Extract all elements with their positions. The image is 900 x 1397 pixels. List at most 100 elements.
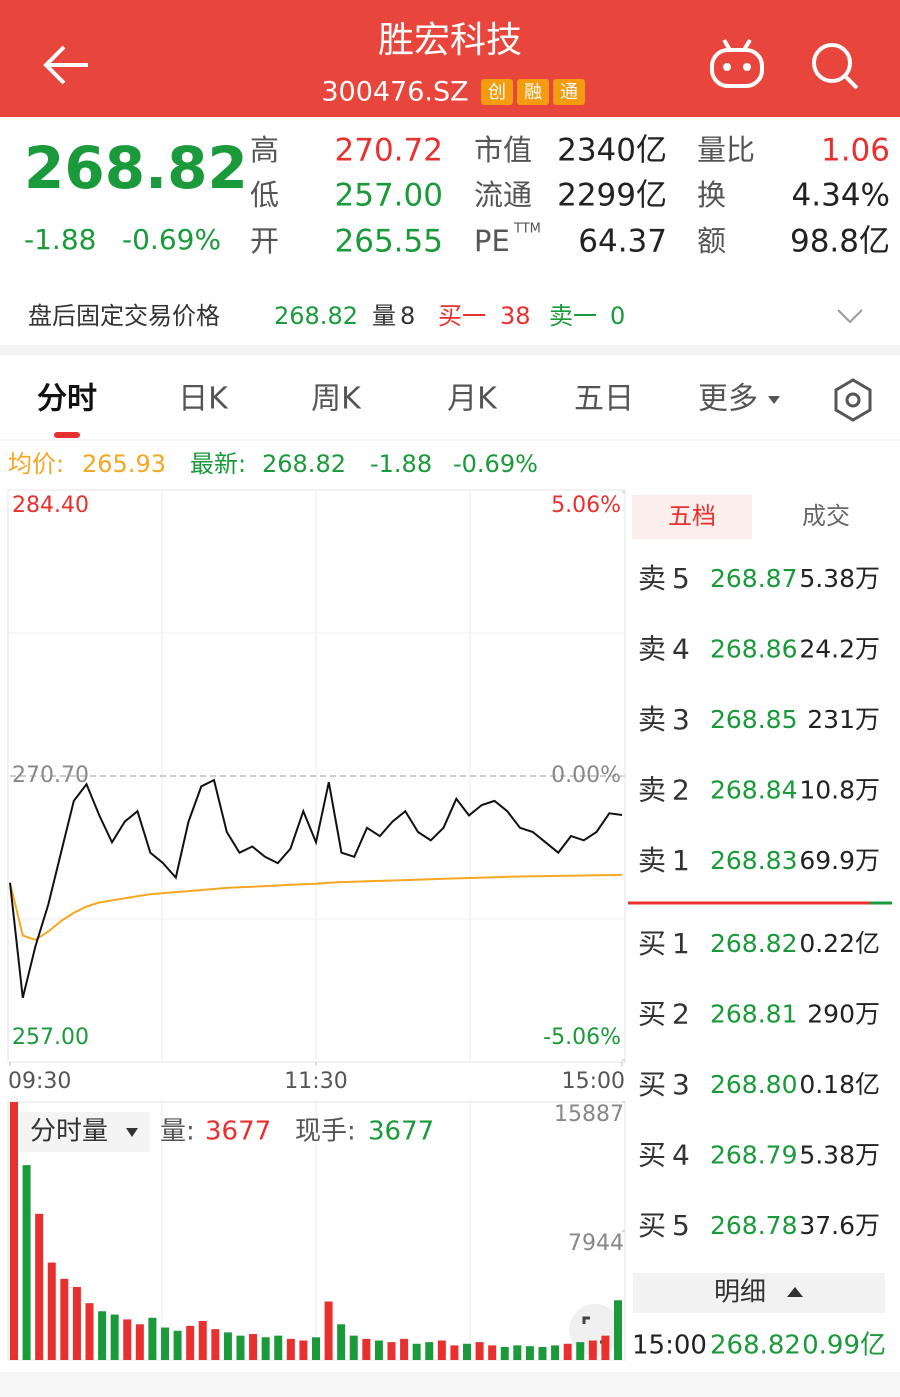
trade-amount: 0.99亿 (802, 1331, 886, 1361)
volume-bar (47, 1262, 56, 1360)
book-price: 268.80 (710, 1070, 797, 1099)
volume-bar (400, 1338, 409, 1360)
last-price: 268.82 (24, 134, 248, 202)
avg-price: 265.93 (82, 450, 166, 478)
settings-icon[interactable] (834, 378, 872, 422)
stat-label: 换 (697, 178, 726, 212)
settings-icon-center (845, 392, 861, 408)
volume-bar (148, 1317, 157, 1360)
book-amount: 10.8万 (799, 776, 880, 805)
legend-avg-label: 均价: (8, 450, 64, 478)
volume-bar (563, 1343, 572, 1360)
price-change: -1.88 (24, 223, 96, 256)
volume-bar (236, 1335, 245, 1360)
volume-bar (437, 1340, 446, 1360)
volume-bar (173, 1330, 182, 1360)
tab[interactable]: 更多 (698, 382, 758, 417)
book-price: 268.79 (710, 1141, 797, 1170)
volume-bar (186, 1325, 195, 1360)
book-label: 卖3 (638, 703, 696, 736)
stat-value: 1.06 (821, 133, 890, 169)
volume-bar (274, 1335, 283, 1360)
book-amount: 0.22亿 (799, 929, 880, 958)
y2-tick-label: -5.06% (543, 1025, 621, 1050)
order-tab[interactable]: 五档 (668, 502, 716, 530)
volume-bar (135, 1324, 144, 1360)
stat-label-sup: TTM (513, 222, 541, 237)
tab[interactable]: 日K (178, 382, 229, 417)
price-line (9, 778, 623, 999)
trade-price: 268.82 (710, 1331, 801, 1361)
stat-value: 265.55 (335, 224, 443, 260)
book-amount: 5.38万 (799, 564, 880, 593)
tab[interactable]: 月K (447, 382, 498, 417)
volume-bar (374, 1340, 383, 1360)
volume-bar (299, 1340, 308, 1360)
book-price: 268.78 (710, 1211, 797, 1240)
latest-change-pct: -0.69% (453, 450, 538, 478)
back-button[interactable] (43, 45, 88, 85)
x-tick-label: 11:30 (284, 1069, 347, 1094)
x-tick-label: 15:00 (562, 1069, 625, 1094)
book-price: 268.83 (710, 846, 797, 875)
book-label: 买3 (638, 1068, 696, 1101)
search-icon[interactable] (812, 43, 859, 90)
volume-bar (85, 1303, 94, 1360)
volume-selector[interactable] (20, 1112, 150, 1152)
price-line (9, 873, 623, 941)
legend-latest-label: 最新: (190, 450, 246, 478)
volume-bar (551, 1345, 560, 1360)
volume-bar (110, 1314, 119, 1360)
y-tick-label: 257.00 (12, 1025, 89, 1050)
chart-grid (8, 490, 625, 1360)
after-hours-buy1: 38 (500, 302, 531, 330)
x-tick-label: 09:30 (8, 1069, 71, 1094)
y2-tick-label: 5.06% (551, 493, 621, 518)
detail-button[interactable] (633, 1273, 885, 1313)
book-label: 买5 (638, 1209, 696, 1242)
volume-bar (337, 1324, 346, 1360)
trade-time: 15:00 (632, 1331, 707, 1361)
after-hours-sell1-label: 卖一 (549, 302, 597, 330)
dropdown-arrow (126, 1128, 138, 1137)
expand-chevron[interactable] (837, 309, 863, 324)
book-label: 卖5 (638, 562, 696, 595)
book-amount: 290万 (807, 1000, 880, 1029)
hand-label: 现手: (295, 1117, 356, 1147)
volume-bar (412, 1343, 421, 1360)
book-price: 268.81 (710, 1000, 797, 1029)
volume-bar (72, 1286, 81, 1360)
stat-value: 257.00 (335, 178, 443, 214)
volume-bar (588, 1340, 597, 1360)
book-label: 买1 (638, 927, 696, 960)
book-label: 卖2 (638, 774, 696, 807)
robot-icon[interactable] (710, 38, 764, 88)
price-change-pct: -0.69% (122, 223, 221, 256)
more-arrow (768, 396, 780, 404)
volume-bar (601, 1335, 610, 1360)
tab-indicator (54, 432, 80, 438)
hand-value: 3677 (368, 1117, 434, 1147)
order-tab-active[interactable] (632, 495, 752, 539)
tab[interactable]: 分时 (37, 382, 97, 417)
volume-bar (35, 1213, 44, 1360)
stat-label: 高 (250, 133, 279, 167)
stat-value: 98.8亿 (790, 224, 890, 260)
detail-label[interactable]: 明细 (714, 1278, 766, 1308)
volume-bar (463, 1343, 471, 1360)
stat-label: 流通 (474, 178, 532, 212)
volume-bar (387, 1342, 396, 1360)
order-tab[interactable]: 成交 (802, 502, 850, 530)
book-label: 买4 (638, 1139, 696, 1172)
after-hours-sell1: 0 (610, 302, 625, 330)
volume-tick-label: 15887 (554, 1102, 624, 1127)
badge-text: 通 (560, 82, 578, 103)
volume-bar (450, 1345, 459, 1360)
badge (481, 79, 513, 105)
volume-value: 3677 (205, 1117, 271, 1147)
volume-bar (324, 1301, 333, 1360)
tab[interactable]: 周K (311, 382, 362, 417)
volume-bar (614, 1300, 622, 1360)
tab[interactable]: 五日 (574, 382, 634, 417)
stat-value: 2340亿 (557, 133, 667, 169)
